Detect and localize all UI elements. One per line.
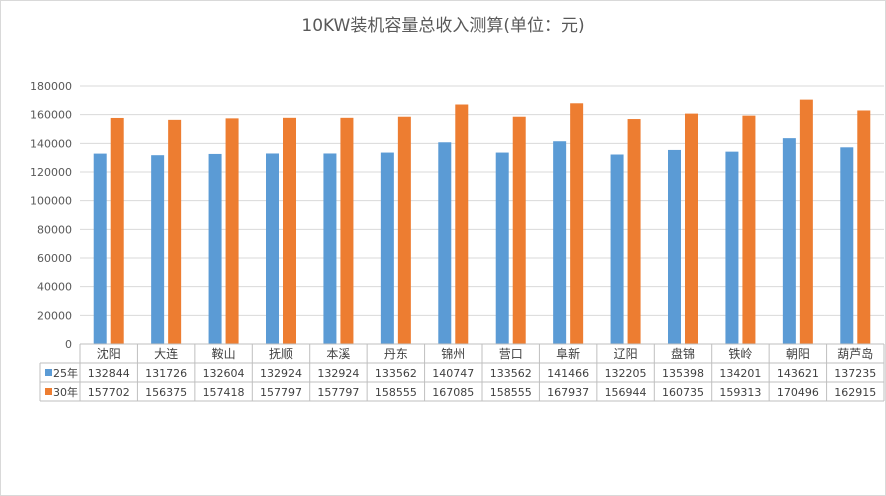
data-label: 131726 bbox=[145, 367, 187, 380]
data-label: 157797 bbox=[317, 386, 359, 399]
data-label: 162915 bbox=[834, 386, 876, 399]
data-label: 132604 bbox=[203, 367, 245, 380]
category-label: 丹东 bbox=[384, 347, 408, 361]
data-label: 167085 bbox=[432, 386, 474, 399]
data-label: 158555 bbox=[375, 386, 417, 399]
data-label: 156944 bbox=[605, 386, 647, 399]
bar bbox=[725, 151, 739, 344]
category-label: 鞍山 bbox=[212, 346, 236, 361]
legend-swatch bbox=[45, 388, 52, 395]
y-tick-label: 160000 bbox=[30, 109, 72, 122]
bar bbox=[323, 153, 337, 344]
bar bbox=[512, 116, 526, 345]
data-label: 143621 bbox=[777, 367, 819, 380]
bar bbox=[151, 155, 165, 344]
bar bbox=[668, 149, 681, 344]
legend-label: 30年 bbox=[53, 385, 78, 399]
bar bbox=[840, 147, 854, 344]
category-label: 朝阳 bbox=[786, 347, 810, 361]
y-tick-label: 140000 bbox=[30, 137, 72, 150]
data-label: 132205 bbox=[605, 367, 647, 380]
bar bbox=[742, 115, 756, 344]
legend-swatch bbox=[45, 369, 52, 376]
bar bbox=[857, 110, 871, 345]
y-tick-label: 20000 bbox=[37, 309, 72, 322]
category-label: 锦州 bbox=[441, 347, 465, 361]
bar bbox=[168, 119, 182, 344]
bar bbox=[208, 153, 222, 344]
category-label: 营口 bbox=[499, 347, 523, 361]
data-label: 156375 bbox=[145, 386, 187, 399]
bar bbox=[610, 154, 624, 344]
category-label: 抚顺 bbox=[269, 347, 293, 361]
bar bbox=[685, 113, 698, 345]
data-label: 132844 bbox=[88, 367, 130, 380]
data-label: 170496 bbox=[777, 386, 819, 399]
category-label: 大连 bbox=[154, 346, 178, 361]
data-label: 137235 bbox=[834, 367, 876, 380]
category-label: 本溪 bbox=[326, 347, 350, 361]
y-tick-label: 120000 bbox=[30, 166, 72, 179]
data-label: 157702 bbox=[88, 386, 130, 399]
category-label: 辽阳 bbox=[614, 347, 638, 361]
bar bbox=[266, 153, 279, 344]
bar bbox=[495, 152, 509, 344]
bar bbox=[627, 119, 641, 344]
category-label: 葫芦岛 bbox=[837, 346, 873, 361]
bar bbox=[380, 152, 394, 344]
bar bbox=[225, 118, 239, 345]
y-tick-label: 40000 bbox=[37, 281, 72, 294]
category-label: 阜新 bbox=[556, 346, 580, 361]
category-label: 盘锦 bbox=[671, 346, 695, 361]
bar bbox=[283, 117, 296, 344]
bar bbox=[799, 99, 813, 344]
y-tick-label: 100000 bbox=[30, 195, 72, 208]
data-label: 133562 bbox=[490, 367, 532, 380]
y-tick-label: 0 bbox=[65, 338, 72, 351]
data-label: 167937 bbox=[547, 386, 589, 399]
legend-label: 25年 bbox=[53, 366, 78, 380]
chart-title: 10KW装机容量总收入测算(单位：元) bbox=[301, 16, 585, 36]
bar bbox=[340, 117, 354, 344]
data-label: 135398 bbox=[662, 367, 704, 380]
y-tick-label: 180000 bbox=[30, 80, 72, 93]
y-tick-label: 60000 bbox=[37, 252, 72, 265]
data-label: 132924 bbox=[317, 367, 359, 380]
category-label: 沈阳 bbox=[97, 346, 121, 361]
data-label: 159313 bbox=[719, 386, 761, 399]
y-tick-label: 80000 bbox=[37, 223, 72, 236]
bar bbox=[570, 103, 584, 344]
bar bbox=[397, 116, 411, 345]
bar bbox=[110, 117, 124, 344]
bar bbox=[455, 104, 469, 344]
bar bbox=[553, 141, 567, 344]
category-label: 铁岭 bbox=[728, 347, 752, 361]
data-label: 160735 bbox=[662, 386, 704, 399]
bar bbox=[782, 138, 796, 344]
data-label: 141466 bbox=[547, 367, 589, 380]
data-label: 133562 bbox=[375, 367, 417, 380]
bar bbox=[93, 153, 107, 344]
data-label: 157418 bbox=[203, 386, 245, 399]
bar bbox=[438, 142, 452, 344]
data-label: 140747 bbox=[432, 367, 474, 380]
data-label: 157797 bbox=[260, 386, 302, 399]
data-label: 158555 bbox=[490, 386, 532, 399]
data-label: 134201 bbox=[719, 367, 761, 380]
data-label: 132924 bbox=[260, 367, 302, 380]
